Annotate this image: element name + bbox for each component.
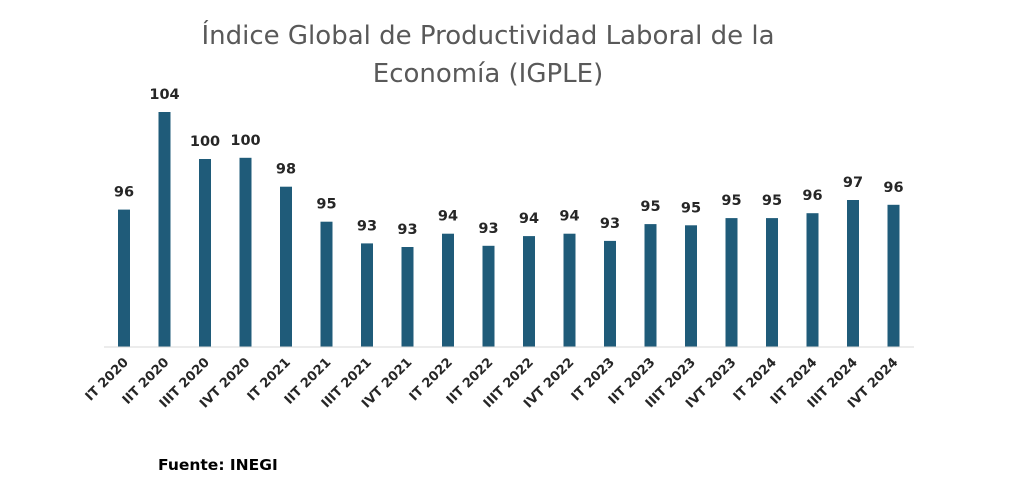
data-label: 93 — [357, 218, 377, 234]
bar-ivt-2023 — [725, 218, 738, 347]
data-label: 94 — [438, 209, 458, 225]
data-label: 95 — [762, 193, 782, 209]
data-label: 97 — [843, 175, 863, 191]
bar-ivt-2022 — [563, 233, 576, 347]
bar-iiit-2021 — [361, 243, 373, 347]
data-label: 96 — [114, 185, 134, 201]
bar-it-2024 — [766, 218, 778, 347]
bar-iit-2021 — [320, 221, 333, 347]
bar-iiit-2023 — [685, 225, 697, 347]
data-label: 95 — [721, 193, 741, 209]
bar-iiit-2022 — [523, 236, 535, 347]
value-labels-group: 96 104 100 100 98 95 93 93 94 93 94 94 93 95 95 95 95 96 9… — [114, 87, 904, 238]
bar-ivt-2021 — [401, 247, 414, 347]
data-label: 95 — [640, 199, 660, 215]
data-label: 94 — [559, 209, 579, 225]
bar-it-2020 — [118, 209, 130, 347]
bar-iit-2023 — [644, 224, 657, 347]
data-label: 95 — [681, 200, 701, 216]
data-label: 94 — [519, 211, 539, 227]
bar-iiit-2020 — [199, 159, 211, 347]
data-label: 93 — [478, 221, 498, 237]
bar-iit-2024 — [806, 213, 819, 347]
bar-it-2022 — [442, 233, 454, 347]
data-label: 96 — [802, 188, 822, 204]
chart-title-line-1: Índice Global de Productividad Laboral d… — [201, 19, 774, 51]
bar-it-2023 — [604, 240, 616, 347]
bar-ivt-2020 — [239, 157, 252, 347]
data-label: 100 — [230, 133, 260, 149]
bar-iit-2022 — [482, 245, 495, 347]
data-label: 104 — [149, 87, 179, 103]
bar-iiit-2024 — [847, 200, 859, 347]
data-label: 95 — [316, 197, 336, 213]
data-label: 96 — [883, 180, 903, 196]
chart-title-line-2: Economía (IGPLE) — [373, 59, 603, 89]
bar-it-2021 — [280, 186, 292, 347]
data-label: 93 — [600, 216, 620, 232]
data-label: 98 — [276, 162, 296, 178]
data-label: 100 — [190, 134, 220, 150]
source-note: Fuente: INEGI — [158, 456, 278, 474]
bar-iit-2020 — [158, 112, 171, 347]
bar-ivt-2024 — [887, 204, 900, 347]
data-label: 93 — [397, 222, 417, 238]
bars-group — [118, 112, 900, 347]
